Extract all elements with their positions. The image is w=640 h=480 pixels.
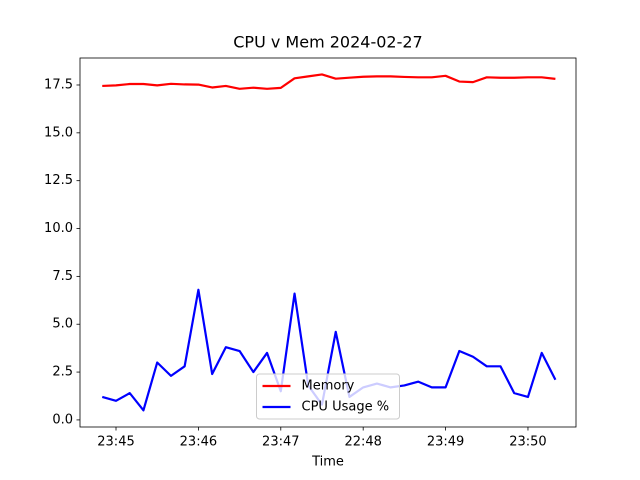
line-series: [101, 288, 557, 412]
plot-frame: [79, 57, 577, 428]
x-tick-label: 23:49: [427, 435, 464, 450]
y-tick-label: 7.5: [52, 269, 73, 284]
y-tick-label: 2.5: [52, 365, 73, 380]
chart-title: CPU v Mem 2024-02-27: [233, 33, 422, 52]
legend-label: CPU Usage %: [302, 400, 390, 415]
x-tick-label: 22:48: [344, 435, 381, 450]
line-series: [102, 73, 556, 90]
y-tick-label: 15.0: [44, 125, 73, 140]
x-tick-label: 23:45: [97, 435, 134, 450]
x-tick-label: 23:50: [509, 435, 546, 450]
x-axis-label: Time: [311, 455, 344, 470]
legend-frame: [256, 373, 400, 420]
y-tick-label: 12.5: [44, 173, 73, 188]
y-tick-label: 0.0: [52, 412, 73, 427]
y-tick-label: 5.0: [52, 317, 73, 332]
legend: Memory CPU Usage %: [256, 373, 400, 420]
x-tick-label: 23:46: [180, 435, 217, 450]
y-tick-label: 10.0: [44, 221, 73, 236]
legend-label: Memory: [302, 379, 355, 394]
y-tick-label: 17.5: [44, 77, 73, 92]
x-tick-label: 23:47: [262, 435, 299, 450]
